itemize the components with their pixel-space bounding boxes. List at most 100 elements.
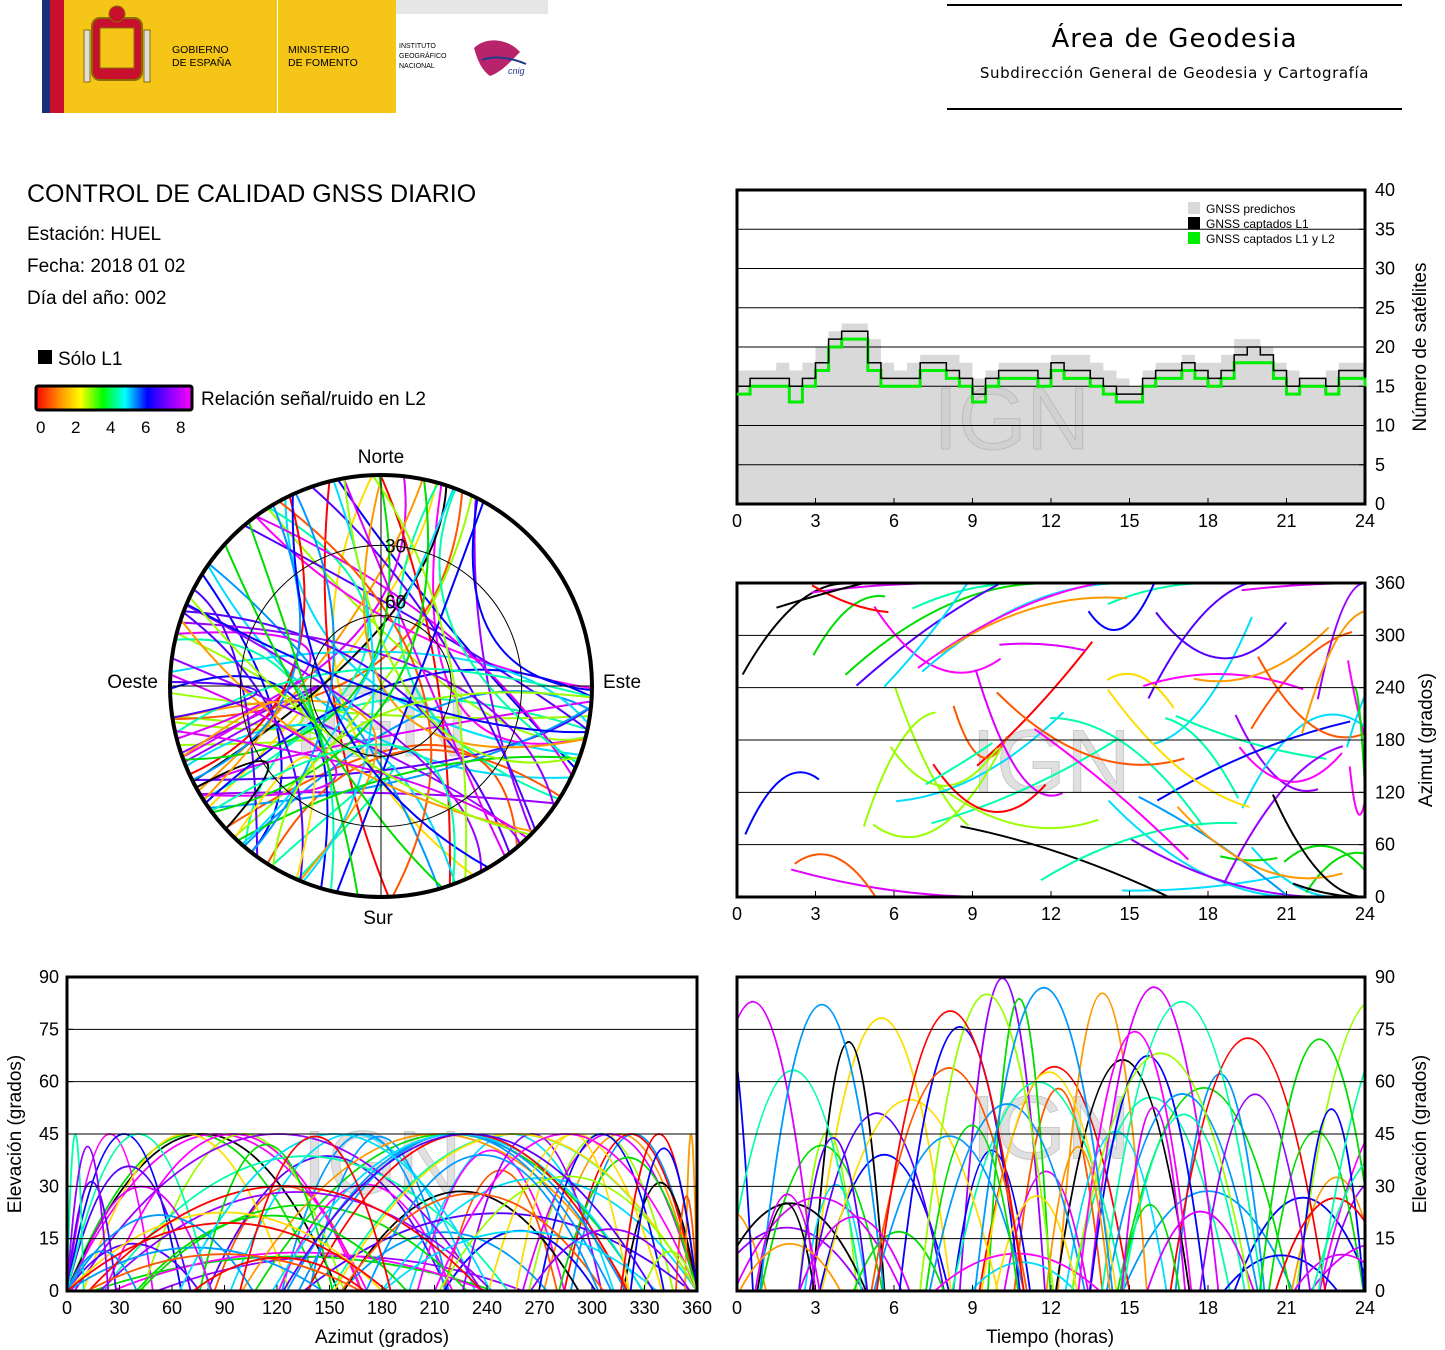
y-tick-label: 15 [39,1229,59,1249]
ring-label-60: 60 [385,593,406,614]
elevation-track [629,1147,697,1291]
elevation-track [192,1256,366,1291]
x-tick-label: 9 [967,904,977,924]
y-tick-label: 35 [1375,219,1395,239]
snr-tick-label: 0 [36,418,45,437]
elevation-track [111,1251,487,1291]
elevation-track [1064,1130,1168,1291]
elevation-track [99,1191,493,1291]
elevation-track [898,1026,1021,1291]
x-tick-label: 18 [1198,1298,1218,1318]
elevation-track [86,1253,362,1291]
azimuth-track [889,746,998,787]
elevation-track [873,1135,1025,1291]
snr-tick-label: 8 [176,418,185,437]
x-tick-label: 3 [810,904,820,924]
x-tick-label: 15 [1119,1298,1139,1318]
ign-line1: INSTITUTO [399,43,436,50]
snr-label: Relación señal/ruido en L2 [201,389,426,410]
x-tick-label: 270 [524,1298,554,1318]
azimuth-track [925,742,993,786]
elevation-track [970,1261,1076,1291]
gov-line2: DE ESPAÑA [172,56,231,69]
elevation-track [980,1071,1118,1291]
azimuth-track [937,784,1099,830]
x-tick-label: 0 [732,1298,742,1318]
skyplot-track [170,681,258,719]
y-tick-label: 90 [1375,967,1395,987]
elevation-track [1119,1203,1181,1291]
snr-tick-label: 4 [106,418,115,437]
x-tick-label: 15 [1119,904,1139,924]
y-tick-label: 120 [1375,782,1405,802]
skyplot-track [243,524,589,731]
elevation-track [382,1230,658,1291]
elevation-track [1146,1210,1255,1291]
azimuth-track [1033,728,1190,861]
skyplot-track [311,485,537,831]
azimuth-track [1305,851,1365,894]
legend-swatch [1188,217,1200,229]
azimuth-track [862,711,936,827]
elevation-track [811,1041,886,1291]
elevation-track [759,1004,885,1291]
azimuth-track [1087,583,1156,631]
x-tick-label: 6 [889,511,899,531]
y-tick-label: 240 [1375,678,1405,698]
y-tick-label: 20 [1375,337,1395,357]
azimuth-track [855,583,999,687]
azimuth-track [1223,745,1344,884]
y-axis-label: Número de satélites [1410,263,1431,432]
elevation-track [67,1250,138,1291]
elevation-track [67,1180,117,1291]
x-tick-label: 180 [367,1298,397,1318]
elevation-track [138,1204,468,1291]
x-tick-label: 21 [1276,904,1296,924]
elevation-track [135,1214,408,1291]
azimuth-track [1050,716,1204,826]
elevation-track [67,1165,192,1291]
elevation-track [1116,1087,1291,1291]
skyplot-track [362,475,586,749]
y-tick-label: 30 [1375,259,1395,279]
snr-tick-label: 2 [71,418,80,437]
x-axis-label: Tiempo (horas) [986,1327,1114,1348]
legend-label: GNSS captados L1 y L2 [1206,232,1335,246]
azimuth-track [1301,610,1365,734]
elevation-track [919,993,1055,1291]
ring-label-30: 30 [385,536,406,557]
x-tick-label: 0 [732,904,742,924]
skyplot-track [291,494,489,869]
azimuth-track [1193,626,1330,683]
azimuth-track [1250,631,1353,730]
azimuth-track [883,583,969,688]
elevation-track [1317,1067,1365,1291]
x-tick-label: 30 [109,1298,129,1318]
skyplot-track [201,573,283,854]
y-tick-label: 30 [1375,1176,1395,1196]
header-logos: GOBIERNO DE ESPAÑA MINISTERIO DE FOMENTO… [42,0,548,113]
azimuth-track [1153,616,1253,745]
x-tick-label: 18 [1198,904,1218,924]
direction-label-east: Este [603,672,641,693]
elevation-track [67,1145,110,1291]
elevation-track [308,1135,450,1291]
skyplot-track [174,729,528,839]
azimuth-track [741,583,846,676]
ign-line3: NACIONAL [399,63,435,70]
azimuth-track [744,771,820,835]
elevation-track [810,1017,952,1291]
x-tick-label: 12 [1041,904,1061,924]
satellite-count-chart: IGN 0 5 10 15 20 25 30 35 40 0 3 6 9 12 15 18 21 24 GNSS pr… [732,180,1431,531]
elevation-track [1045,1146,1111,1291]
y-tick-label: 300 [1375,625,1405,645]
azimuth-track [974,669,1063,797]
elevation-time-tracks: IGN [737,977,1365,1291]
skyplot-track [170,675,329,889]
elevation-track [737,1226,865,1291]
azimuth-track [894,687,970,827]
skyplot-track [171,657,521,846]
azimuth-track [776,583,865,609]
report-date: Fecha: 2018 01 02 [27,256,186,277]
